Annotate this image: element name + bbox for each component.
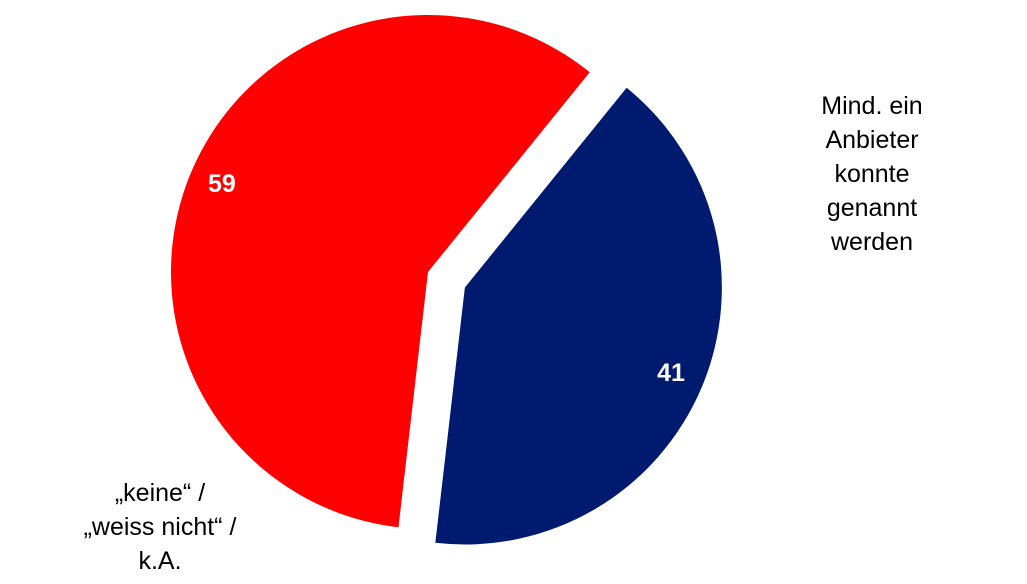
pie-slice [435, 87, 722, 545]
value-label: 59 [208, 170, 236, 198]
category-label: „keine“ / „weiss nicht“ / k.A. [83, 479, 237, 575]
value-label: 41 [657, 359, 685, 387]
pie-slice [171, 14, 590, 528]
category-label: Mind. ein Anbieter konnte genannt werden [821, 92, 923, 256]
